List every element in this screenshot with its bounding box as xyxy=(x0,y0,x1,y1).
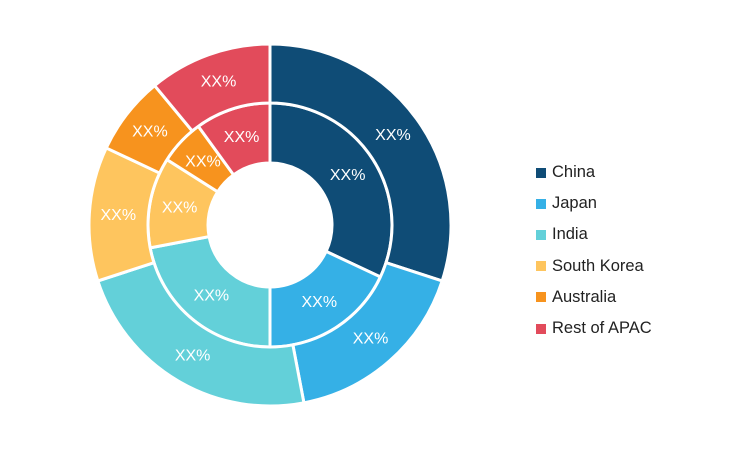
legend-label-rest-of-apac: Rest of APAC xyxy=(552,319,652,338)
data-label-outer-japan: XX% xyxy=(353,331,389,348)
data-label-outer-australia: XX% xyxy=(132,123,168,140)
legend-label-south-korea: South Korea xyxy=(552,256,644,275)
data-label-outer-china: XX% xyxy=(375,127,411,144)
data-label-outer-south-korea: XX% xyxy=(101,207,137,224)
data-label-inner-japan: XX% xyxy=(302,294,338,311)
data-label-outer-india: XX% xyxy=(175,347,211,364)
slice-outer-rest-of-apac xyxy=(152,42,272,134)
legend-swatch-china xyxy=(536,167,546,178)
legend-label-japan: Japan xyxy=(552,194,597,213)
slice-outer-china xyxy=(268,42,453,283)
legend-label-india: India xyxy=(552,225,588,244)
legend-swatch-south-korea xyxy=(536,261,546,272)
legend-swatch-india xyxy=(536,229,546,240)
data-label-inner-south-korea: XX% xyxy=(162,199,198,216)
data-label-inner-australia: XX% xyxy=(185,154,221,171)
legend-item-australia: Australia xyxy=(536,282,736,313)
data-label-inner-china: XX% xyxy=(330,167,366,184)
legend-item-india: India xyxy=(536,219,736,250)
legend-swatch-australia xyxy=(536,292,546,303)
data-label-inner-india: XX% xyxy=(194,287,230,304)
legend-label-australia: Australia xyxy=(552,287,617,306)
data-label-outer-rest-of-apac: XX% xyxy=(201,73,237,90)
legend-label-china: China xyxy=(552,163,596,182)
legend: China Japan India South Korea Australia … xyxy=(536,157,736,344)
legend-item-china: China xyxy=(536,157,736,188)
legend-item-japan: Japan xyxy=(536,188,736,219)
data-label-inner-rest-of-apac: XX% xyxy=(224,129,260,146)
legend-swatch-japan xyxy=(536,198,546,209)
donut-chart: XX%XX%XX%XX%XX%XX% XX%XX%XX%XX%XX%XX% xyxy=(87,42,453,408)
legend-item-south-korea: South Korea xyxy=(536,251,736,282)
legend-swatch-rest-of-apac xyxy=(536,323,546,334)
legend-item-rest-of-apac: Rest of APAC xyxy=(536,313,736,344)
